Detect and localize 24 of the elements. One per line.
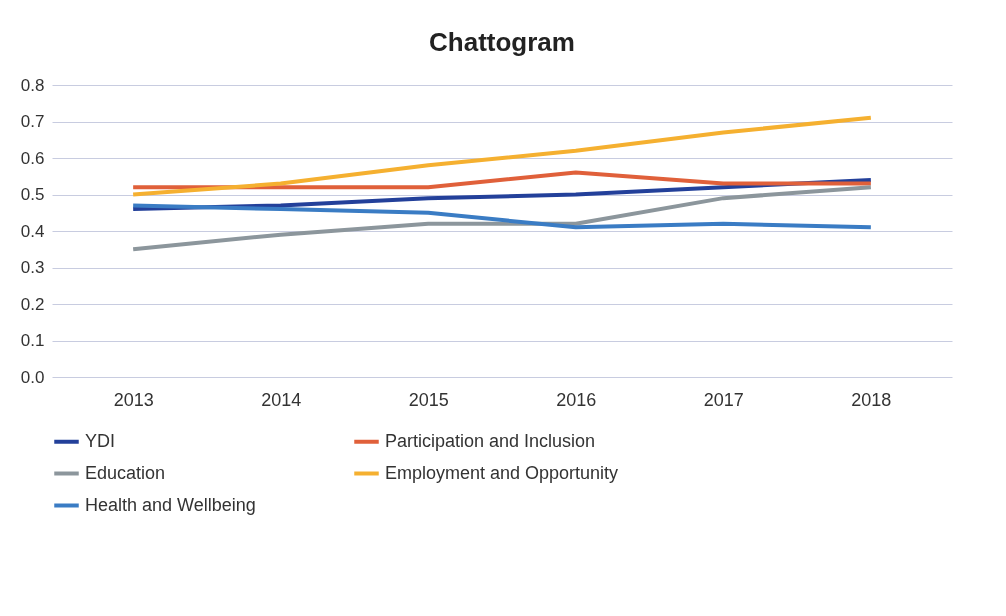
y-tick-label: 0.3	[20, 258, 45, 277]
x-tick-label: 2018	[851, 389, 892, 410]
legend-label: YDI	[85, 430, 116, 451]
legend-label: Health and Wellbeing	[85, 494, 256, 515]
legend-label: Employment and Opportunity	[385, 462, 619, 483]
x-tick-label: 2016	[556, 389, 597, 410]
chart-title: Chattogram	[429, 27, 575, 57]
x-tick-label: 2015	[408, 389, 449, 410]
y-tick-label: 0.5	[20, 185, 45, 204]
y-tick-label: 0.0	[20, 367, 45, 387]
y-tick-label: 0.6	[20, 148, 45, 168]
line-series	[131, 115, 873, 197]
x-tick-label: 2013	[113, 389, 154, 410]
y-tick-label: 0.2	[20, 294, 45, 314]
y-tick-label: 0.8	[20, 75, 45, 95]
legend-label: Education	[85, 462, 166, 483]
line-series	[131, 185, 873, 252]
y-tick-label: 0.7	[20, 112, 45, 131]
x-tick-label: 2014	[261, 389, 302, 410]
y-tick-label: 0.4	[20, 221, 45, 241]
legend-label: Participation and Inclusion	[385, 430, 596, 451]
x-tick-label: 2017	[703, 389, 744, 410]
line-series	[131, 203, 873, 230]
y-tick-label: 0.1	[20, 331, 45, 350]
